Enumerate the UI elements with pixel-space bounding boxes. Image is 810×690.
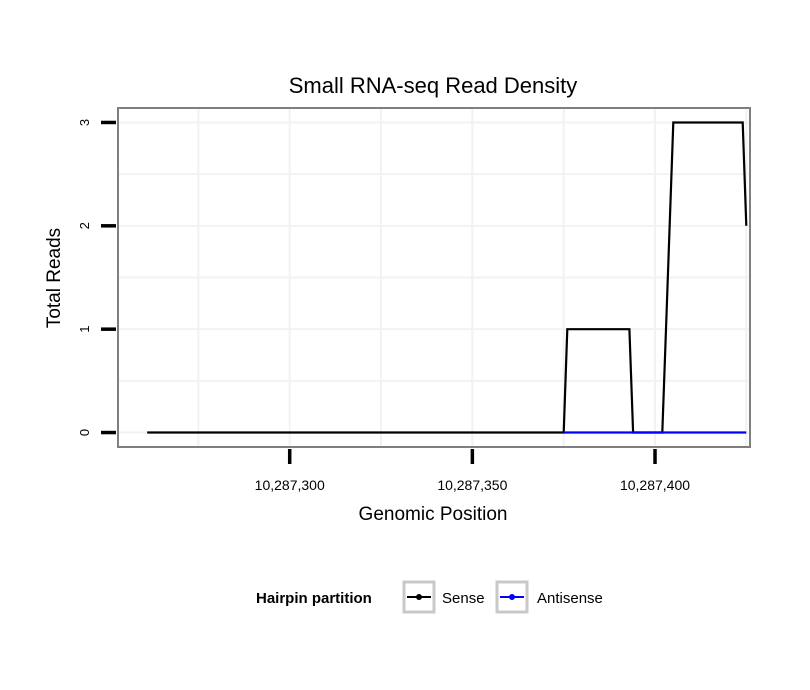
x-tick-label: 10,287,300 [255, 477, 325, 493]
x-tick-label: 10,287,400 [620, 477, 690, 493]
y-tick-label: 2 [77, 222, 92, 229]
legend-title: Hairpin partition [256, 590, 372, 607]
y-axis: 0 1 2 3 [77, 119, 116, 436]
legend-label-antisense: Antisense [537, 590, 603, 607]
y-tick-label: 1 [77, 326, 92, 333]
plot-area [117, 107, 751, 448]
plot-border [117, 107, 751, 448]
y-tick-label: 0 [77, 429, 92, 436]
series-lines [147, 121, 748, 434]
legend-item-antisense: Antisense [495, 580, 603, 614]
legend-label-sense: Sense [442, 590, 485, 607]
legend-item-sense: Sense [402, 580, 485, 614]
y-axis-label: Total Reads [44, 228, 65, 328]
y-tick-label: 3 [77, 119, 92, 126]
legend-key-sense-point [416, 594, 422, 600]
x-tick-label: 10,287,350 [437, 477, 507, 493]
x-axis: 10,287,300 10,287,350 10,287,400 [255, 449, 690, 493]
x-axis-label: Genomic Position [359, 504, 508, 525]
legend-key-antisense-point [509, 594, 515, 600]
chart-title: Small RNA-seq Read Density [289, 73, 578, 98]
legend: Hairpin partition Sense Antisense [256, 580, 603, 614]
